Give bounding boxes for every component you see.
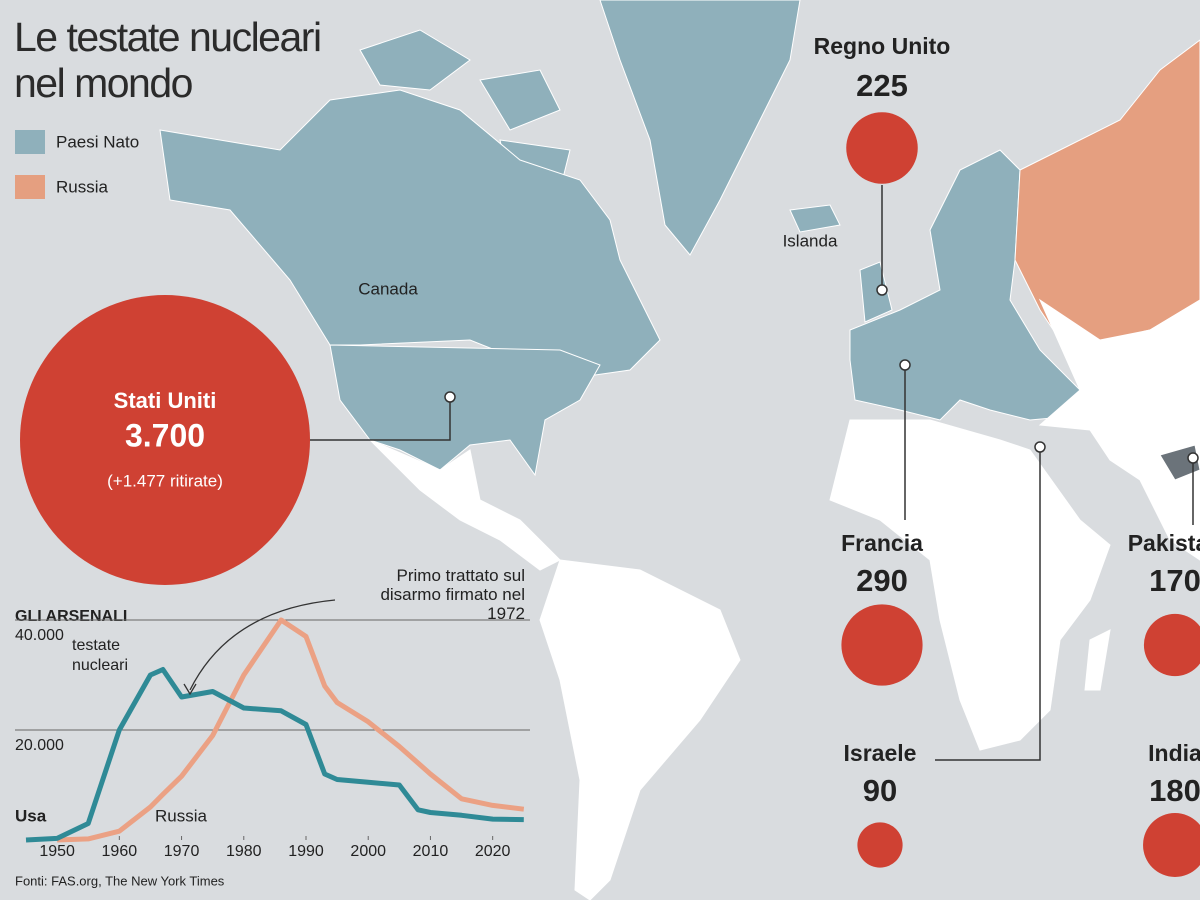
country-value: 3.700 (125, 417, 205, 453)
source: Fonti: FAS.org, The New York Times (15, 873, 225, 888)
country-value: 90 (863, 773, 897, 808)
y-axis-label: testate nucleari (72, 637, 129, 674)
location-dot (899, 359, 911, 371)
country-name: India (1148, 740, 1200, 766)
series-line (57, 617, 525, 843)
annotation-arrowhead (183, 683, 197, 696)
bubble (857, 822, 903, 868)
location-dot (1187, 452, 1199, 464)
x-tick-label: 1970 (164, 843, 200, 860)
legend: Paesi Nato Russia Canada Islanda (15, 130, 838, 298)
country-value: 225 (856, 68, 908, 103)
leader-line (310, 397, 451, 441)
country-name: Regno Unito (814, 33, 951, 59)
title: Le testate nucleari nel mondo (14, 14, 322, 106)
country-value: 290 (856, 563, 908, 598)
south-america (539, 559, 741, 900)
bubble (841, 604, 923, 686)
leader-line (935, 447, 1041, 761)
legend-swatch (15, 130, 45, 154)
x-tick-label: 1980 (226, 843, 262, 860)
series-line (25, 667, 524, 843)
europe (849, 149, 1086, 421)
x-tick-label: 2000 (350, 843, 386, 860)
iceland (789, 204, 841, 233)
y-tick-label: 20.000 (15, 737, 64, 754)
series-label: Usa (15, 806, 47, 825)
map-label: Canada (358, 279, 418, 298)
uk (859, 261, 893, 323)
country-note: (+1.477 ritirate) (107, 471, 223, 490)
land (159, 0, 1200, 900)
asia (1038, 298, 1200, 561)
country-name: Stati Uniti (114, 388, 217, 413)
country-name: Pakistan (1128, 530, 1200, 556)
country-value: 170 (1149, 563, 1200, 598)
annotation-arrow (189, 599, 336, 691)
line-chart: GLI ARSENALI 20.000 40.000 1950 1960 1970 1980… (15, 599, 530, 860)
annotation: Primo trattato sul disarmo firmato nel 1… (380, 566, 525, 623)
legend-label: Russia (56, 177, 109, 196)
country-name: Francia (841, 530, 923, 556)
x-tick-label: 2010 (413, 843, 449, 860)
bubble (1143, 813, 1200, 877)
country-value: 180 (1149, 773, 1200, 808)
bubble (20, 295, 310, 585)
bubbles: Stati Uniti 3.700 (+1.477 ritirate) Regno U… (20, 33, 1200, 877)
country-name: Israele (844, 740, 917, 766)
series-label: Russia (155, 806, 208, 825)
location-dot (876, 284, 888, 296)
legend-label: Paesi Nato (56, 132, 139, 151)
y-tick-label: 40.000 (15, 627, 64, 644)
greenland (599, 0, 801, 256)
x-tick-label: 1960 (102, 843, 138, 860)
x-tick-label: 1990 (288, 843, 324, 860)
bubble (846, 112, 918, 184)
chart-heading: GLI ARSENALI (15, 608, 127, 625)
location-dot (1034, 441, 1046, 453)
bubble (1143, 613, 1200, 677)
map-label: Islanda (783, 231, 838, 250)
x-tick-label: 2020 (475, 843, 511, 860)
location-dot (444, 391, 456, 403)
legend-swatch (15, 175, 45, 199)
madagascar (1084, 629, 1111, 691)
x-tick-label: 1950 (39, 843, 75, 860)
canada-alaska (159, 89, 661, 381)
